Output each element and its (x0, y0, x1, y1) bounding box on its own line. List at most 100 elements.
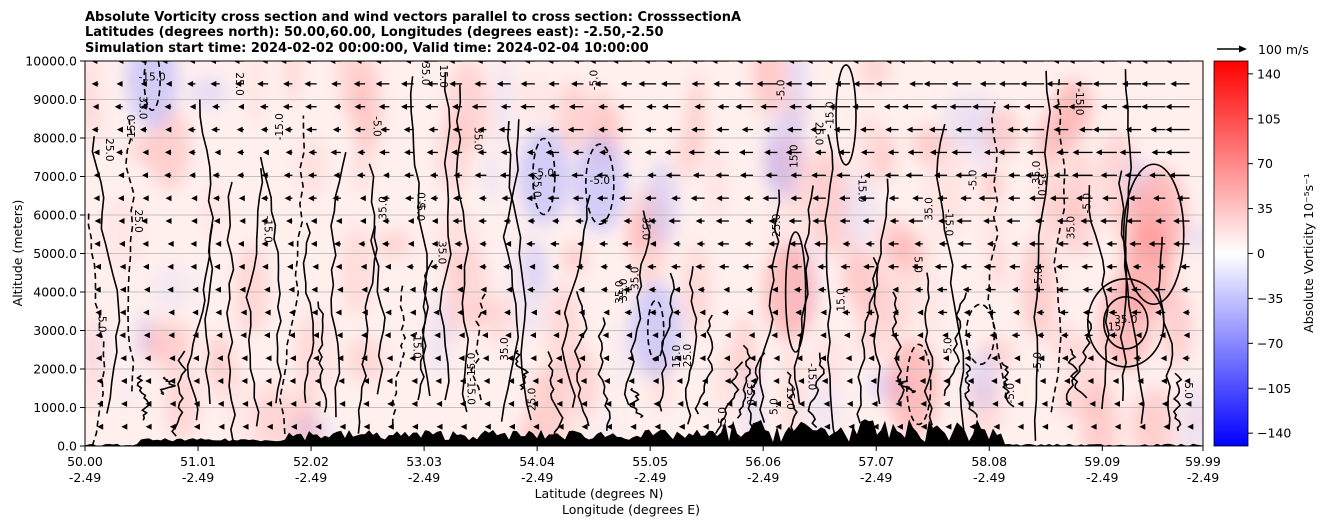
wind-vector (980, 172, 996, 179)
wind-vector-head (715, 218, 722, 224)
contour-loop (584, 143, 615, 225)
wind-vector (332, 126, 341, 133)
wind-vector (1132, 263, 1142, 270)
wind-vector-head (425, 103, 431, 110)
wind-vector-head (923, 80, 930, 87)
wind-vector-head (529, 263, 536, 270)
wind-vector (501, 195, 511, 202)
wind-vector-head (914, 286, 921, 293)
wind-vector-head (790, 172, 797, 179)
wind-vector-head (605, 400, 612, 407)
wind-vector-head (917, 309, 924, 316)
wind-vector-head (951, 149, 958, 156)
wind-vector (1071, 172, 1093, 179)
vorticity-patch (981, 167, 1004, 199)
vorticity-patch (188, 76, 229, 108)
wind-vector-head (1109, 332, 1116, 339)
wind-vector (548, 103, 560, 110)
wind-vector (404, 149, 414, 156)
wind-vector-head (1161, 400, 1168, 407)
wind-vector (885, 61, 899, 64)
wind-vector-head (422, 61, 429, 64)
wind-vector (505, 240, 512, 247)
wind-vector-head (762, 195, 769, 202)
wind-vector (169, 423, 176, 430)
wind-vector-head (361, 309, 368, 316)
wind-vector (1137, 378, 1144, 384)
wind-vector-head (906, 126, 913, 133)
wind-vector-head (387, 423, 394, 430)
wind-vector-head (1087, 355, 1094, 362)
wind-vector-head (412, 423, 418, 430)
contour-line (417, 259, 434, 401)
wind-vector (907, 149, 923, 156)
wind-vector (524, 61, 535, 64)
wind-vector (571, 80, 584, 87)
wind-vector-head (431, 218, 438, 224)
wind-vector-head (755, 61, 762, 64)
wind-vector-head (479, 240, 486, 247)
wind-vector (889, 218, 899, 224)
x-tick-label-lat: 55.05 (632, 454, 668, 469)
wind-vector-head (1106, 263, 1113, 270)
wind-vector-head (1135, 332, 1142, 339)
wind-vector-head (93, 149, 100, 156)
wind-vector (458, 355, 465, 362)
wind-vector (1148, 240, 1166, 247)
wind-vector-head (189, 103, 196, 110)
wind-vector (1025, 172, 1045, 179)
wind-vector (530, 355, 537, 362)
contour-label: -15.0 (126, 115, 138, 142)
wind-vector-head (788, 218, 795, 224)
wind-vector-head (985, 286, 991, 293)
wind-vector (989, 332, 996, 339)
vorticity-patch (250, 386, 266, 446)
wind-vector (929, 149, 948, 156)
wind-vector-head (335, 263, 342, 270)
wind-vector-head (691, 80, 698, 87)
wind-vector (918, 355, 925, 362)
wind-vector-head (91, 61, 98, 64)
wind-vector-head (1153, 195, 1159, 202)
wind-vector (363, 378, 369, 384)
wind-vector (526, 195, 535, 202)
vorticity-patch (920, 270, 943, 343)
wind-vector (241, 355, 248, 362)
wind-vector-head (964, 355, 971, 362)
wind-vector-head (1023, 103, 1030, 110)
wind-vector (552, 263, 560, 270)
wind-vector (384, 332, 391, 339)
wind-vector (998, 80, 1020, 87)
wind-vector (261, 218, 269, 224)
wind-vector (572, 149, 584, 156)
wind-vector-head (805, 80, 812, 87)
wind-vector (820, 355, 826, 362)
wind-vector (1090, 423, 1097, 430)
wind-vector-head (264, 309, 271, 316)
wind-vector (119, 240, 125, 247)
vorticity-patch (336, 61, 368, 117)
wind-vector-head (401, 80, 407, 87)
contour-line (159, 376, 176, 396)
wind-vector (476, 61, 487, 64)
wind-vector (885, 126, 899, 133)
wind-vector (359, 195, 366, 202)
wind-vector (917, 332, 924, 339)
wind-vector (93, 195, 100, 202)
contour-line (226, 181, 236, 445)
contour-label: -15.0 (1073, 88, 1085, 115)
wind-vector-head (817, 286, 824, 293)
wind-vector-head (1137, 378, 1144, 384)
wind-vector-head (1082, 309, 1089, 316)
wind-vector (726, 400, 733, 407)
x-tick-label-lat: 58.08 (971, 454, 1007, 469)
wind-vector (694, 103, 705, 110)
contour-line (736, 344, 751, 419)
wind-vector (93, 172, 100, 179)
wind-vector-head (457, 286, 463, 293)
wind-vector (1139, 423, 1146, 430)
wind-vector-head (864, 172, 870, 179)
wind-vector-head (236, 149, 243, 156)
contour-label: 5.0 (942, 337, 954, 354)
